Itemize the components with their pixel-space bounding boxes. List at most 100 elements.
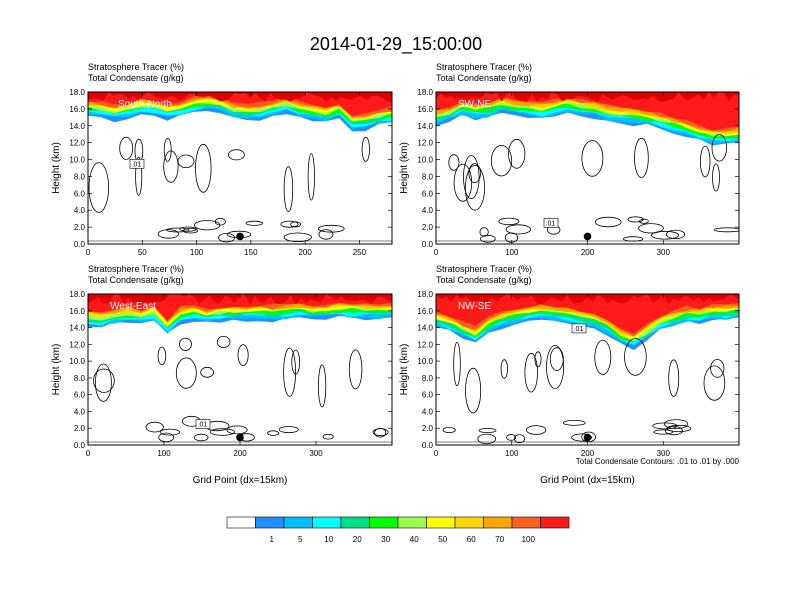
condensate-contour [317,224,345,233]
condensate-contour [157,346,167,366]
condensate-contour [663,419,689,430]
colorbar-label: 50 [438,535,447,544]
y-axis-label: Height (km) [51,344,62,396]
y-tick-label: 18.0 [69,290,85,299]
y-tick-label: 12.0 [69,139,85,148]
x-axis-label: Grid Point (dx=15km) [540,475,635,486]
condensate-contour [194,220,221,231]
condensate-contour [703,365,726,401]
condensate-contour [479,227,489,237]
colorbar-swatch [226,516,256,529]
condensate-contour [179,337,192,351]
colorbar-label: 70 [495,535,504,544]
y-tick-label: 4.0 [74,407,86,416]
condensate-contour [571,433,592,442]
y-tick-label: 10.0 [69,357,85,366]
condensate-contour [581,140,604,177]
x-tick-label: 300 [309,449,323,458]
condensate-contour [514,434,526,444]
condensate-contour [290,221,302,228]
condensate-contour [453,341,461,386]
y-tick-label: 6.0 [422,189,434,198]
panel-label: South-North [118,99,172,110]
y-tick-label: 12.0 [69,340,85,349]
condensate-contour [525,425,547,435]
condensate-contour [227,149,245,161]
condensate-contour [442,426,456,433]
location-marker [236,433,244,442]
panels: Stratosphere Tracer (%) Total Condensate … [51,62,740,486]
condensate-contour [372,428,389,437]
condensate-contour [283,166,294,213]
condensate-contour [159,428,180,436]
condensate-contour [713,227,739,233]
condensate-contour [157,229,179,239]
condensate-contour [711,134,728,162]
condensate-contour [317,364,327,408]
tracer-band-undefined [436,294,739,334]
location-marker [583,433,592,442]
y-tick-label: 0.0 [422,240,434,249]
condensate-contour [453,163,473,202]
figure-title: 2014-01-29_15:00:00 [310,34,482,55]
y-tick-label: 8.0 [422,172,434,181]
condensate-contour [639,218,649,224]
y-tick-label: 18.0 [417,290,433,299]
y-tick-label: 10.0 [69,156,85,165]
condensate-contour [627,216,644,223]
condensate-contour [664,425,683,436]
y-tick-label: 4.0 [422,206,434,215]
x-tick-label: 0 [434,449,439,458]
condensate-contour [668,359,680,397]
condensate-contour [653,429,673,435]
condensate-contour [700,145,711,178]
plot-area: .01 [88,294,392,445]
condensate-contour [278,426,299,434]
condensate-contour [464,165,485,211]
y-tick-label: 16.0 [69,105,85,114]
contour-label: .01 [198,422,208,429]
y-axis-label: Height (km) [399,142,410,194]
y-tick-label: 0.0 [74,240,86,249]
condensate-contour [135,156,143,196]
contour-label: .01 [132,161,142,168]
condensate-contour [374,427,387,438]
subtitle-condensate: Total Condensate (g/kg) [88,73,184,83]
condensate-contour [218,232,236,243]
condensate-contour [179,226,197,232]
x-tick-label: 200 [581,449,595,458]
x-tick-label: 0 [86,248,91,257]
plot-area: .01 [88,92,392,244]
condensate-contour [163,150,179,183]
subtitle-tracer: Stratosphere Tracer (%) [436,264,532,274]
colorbar-label: 5 [298,535,303,544]
condensate-contour [624,338,647,376]
x-tick-label: 0 [86,449,91,458]
x-tick-label: 200 [233,449,247,458]
condensate-contour [93,368,115,393]
condensate-contour [465,367,482,414]
subtitle-tracer: Stratosphere Tracer (%) [436,62,532,72]
condensate-contour [283,232,312,243]
colorbar-swatch [426,516,456,529]
condensate-contour [245,220,264,226]
y-tick-label: 2.0 [422,223,434,232]
plot-area: .01 [436,92,739,244]
colorbar-label: 60 [467,535,476,544]
y-tick-label: 12.0 [417,340,433,349]
subtitle-tracer: Stratosphere Tracer (%) [88,264,184,274]
condensate-contour [712,163,720,192]
contour-label: .01 [574,326,584,333]
condensate-contour [651,230,680,240]
condensate-contour [209,428,235,436]
condensate-contour [478,427,497,433]
condensate-contour [666,229,686,240]
condensate-contour [634,137,649,178]
contour-label: .01 [546,220,556,227]
condensate-contour [594,339,612,375]
colorbar-label: 20 [353,535,362,544]
condensate-contour [195,143,212,193]
y-tick-label: 8.0 [74,172,86,181]
y-tick-label: 0.0 [74,441,86,450]
